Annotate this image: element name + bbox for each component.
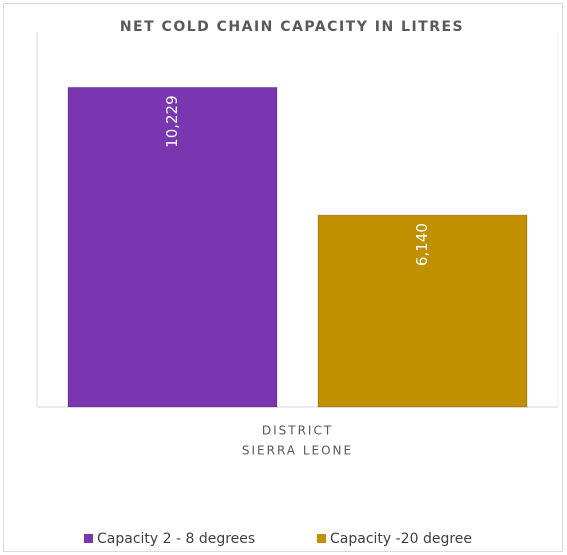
group-label: SIERRA LEONE bbox=[242, 444, 353, 458]
x-tick-label: DISTRICT bbox=[262, 424, 333, 438]
legend-swatch bbox=[84, 534, 93, 543]
bar bbox=[67, 86, 278, 408]
legend-label: Capacity -20 degree bbox=[330, 531, 472, 547]
bar bbox=[317, 214, 528, 408]
legend-label: Capacity 2 - 8 degrees bbox=[97, 531, 255, 547]
legend-swatch bbox=[317, 534, 326, 543]
data-label: 6,140 bbox=[413, 223, 431, 266]
chart-title: NET COLD CHAIN CAPACITY IN LITRES bbox=[120, 19, 464, 35]
data-label: 10,229 bbox=[163, 95, 181, 148]
